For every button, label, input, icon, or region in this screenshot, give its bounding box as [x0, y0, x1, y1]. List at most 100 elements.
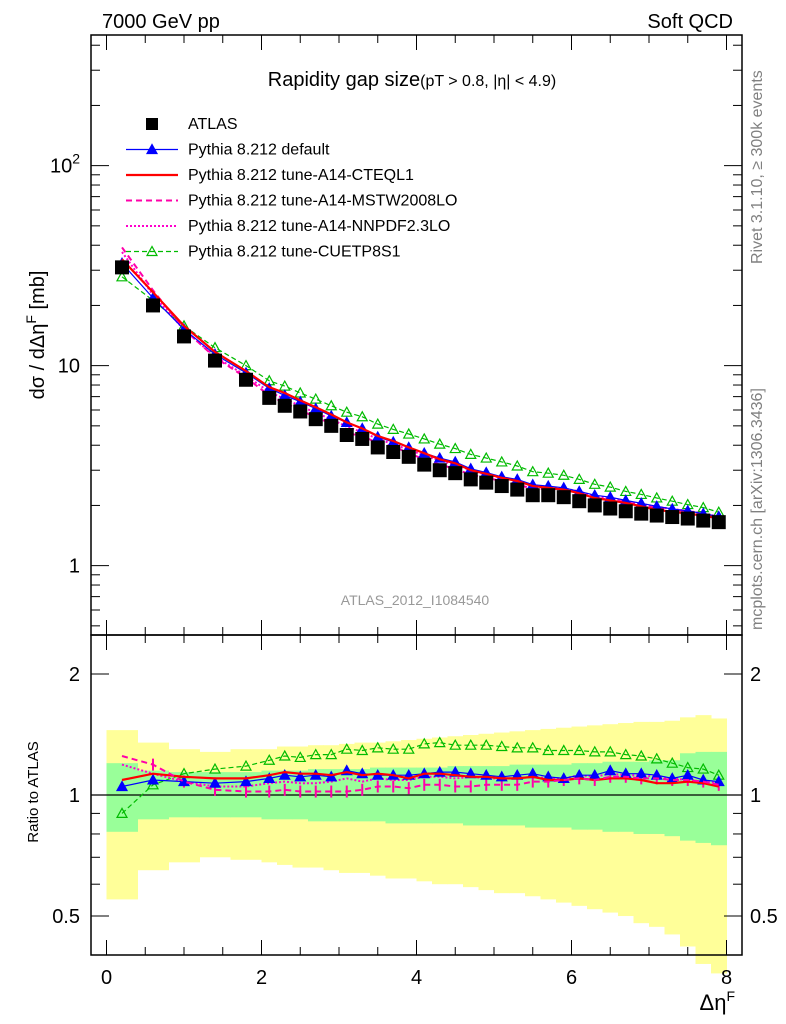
ratio-series-mag-dash: [121, 755, 720, 793]
ratio-point: [239, 759, 253, 771]
main-point: [510, 482, 525, 497]
main-point: [293, 404, 308, 419]
ratio-inner-band: [664, 760, 681, 837]
ratio-inner-band: [463, 766, 479, 826]
ratio-y-tick-label-right: 2: [750, 664, 761, 686]
legend-marker: [146, 118, 158, 130]
main-point: [115, 260, 129, 275]
ratio-axes: 0 2 4 6 8 0.5 0.5 1 1 2 2: [52, 635, 778, 989]
ratio-line-mag-dash: [121, 755, 720, 793]
main-series-square: [115, 260, 726, 530]
main-title: Rapidity gap size(pT > 0.8, |η| < 4.9): [268, 69, 556, 91]
main-line-mag-dash: [121, 246, 719, 519]
legend-entry: Pythia 8.212 tune-A14-MSTW2008LO: [126, 193, 457, 210]
ratio-series-red-solid: [121, 770, 720, 788]
main-point: [386, 445, 401, 460]
ratio-point: [115, 780, 129, 792]
main-y-label: dσ / dΔηF [mb]: [23, 271, 49, 400]
legend-entry: Pythia 8.212 tune-A14-CTEQL1: [126, 167, 414, 184]
legend-entry: Pythia 8.212 default: [126, 142, 330, 159]
legend-entry: ATLAS: [146, 116, 238, 133]
main-point: [239, 372, 253, 387]
main-point: [433, 437, 446, 449]
main-point: [542, 466, 555, 478]
ratio-y-tick-label-left: 2: [69, 664, 80, 686]
x-axis-label: ΔηF: [700, 988, 736, 1015]
ratio-inner-band: [711, 751, 727, 846]
main-point: [339, 428, 354, 442]
ratio-point: [208, 762, 222, 774]
main-point: [463, 472, 478, 487]
legend-marker: [145, 245, 159, 257]
main-point: [480, 451, 493, 463]
main-line-mag-dot: [121, 251, 719, 518]
ratio-series-blue-tri: [115, 764, 725, 792]
legend-label: ATLAS: [188, 116, 238, 133]
legend-label: Pythia 8.212 tune-A14-CTEQL1: [188, 167, 414, 184]
ratio-point: [146, 773, 160, 785]
main-point: [262, 390, 277, 405]
main-point: [495, 455, 508, 467]
main-point: [208, 353, 222, 368]
main-point: [525, 488, 540, 503]
main-y-tick-label: 1: [69, 556, 80, 578]
main-y-label-sup: F: [23, 315, 39, 324]
ratio-point: [309, 748, 322, 760]
main-title-text: Rapidity gap size: [268, 69, 420, 91]
main-point: [541, 488, 556, 503]
ratio-point: [542, 744, 555, 756]
ratio-point: [433, 736, 446, 748]
ratio-line-mag-dot: [121, 763, 719, 788]
main-title-cuts: (pT > 0.8, |η| < 4.9): [420, 73, 556, 90]
ratio-line-green-tri: [121, 741, 720, 814]
ratio-point: [464, 738, 477, 750]
ratio-point: [371, 741, 384, 753]
ratio-panel: 0 2 4 6 8 0.5 0.5 1 1 2 2 Ratio to ATLAS ΔηF: [25, 634, 778, 1015]
main-y-label-unit: [mb]: [27, 271, 49, 315]
ratio-point: [340, 742, 353, 754]
legend-label: Pythia 8.212 tune-A14-MSTW2008LO: [188, 193, 457, 210]
ratio-data: [115, 736, 725, 818]
ratio-point: [449, 738, 462, 750]
ratio-series-mag-dot: [121, 763, 719, 788]
main-point: [449, 442, 462, 454]
main-series-blue-tri: [115, 257, 725, 522]
main-point: [402, 427, 415, 439]
rivet-version: Rivet 3.1.10, ≥ 300k events: [749, 70, 766, 264]
ratio-bands: [91, 715, 742, 974]
main-point: [572, 494, 587, 509]
main-point: [387, 423, 400, 434]
ratio-point: [604, 764, 617, 776]
main-point: [557, 469, 570, 480]
main-point: [277, 398, 292, 413]
ratio-point: [263, 772, 276, 783]
main-point: [355, 431, 370, 446]
ratio-point: [650, 752, 663, 764]
ratio-point: [573, 744, 586, 756]
main-point: [401, 449, 416, 464]
ratio-point: [402, 742, 415, 754]
main-point: [309, 392, 322, 404]
legend-label: Pythia 8.212 tune-A14-NNPDF2.3LO: [188, 218, 450, 235]
main-point: [603, 501, 618, 516]
ratio-point: [557, 744, 570, 756]
ratio-inner-band: [106, 763, 138, 832]
main-point: [479, 475, 494, 490]
ratio-point: [294, 770, 307, 782]
main-data: [115, 246, 726, 530]
main-line-blue-tri: [121, 262, 719, 518]
ratio-point: [115, 807, 129, 818]
main-point: [618, 504, 633, 519]
main-line-red-solid: [121, 258, 720, 520]
main-point: [649, 508, 664, 523]
main-point: [308, 412, 323, 427]
main-point: [526, 465, 539, 477]
x-axis-label-sup: F: [726, 988, 735, 1004]
main-point: [371, 417, 384, 429]
main-point: [177, 329, 191, 344]
ratio-point: [588, 745, 601, 757]
ratio-x-tick-label: 6: [566, 967, 577, 989]
main-point: [680, 511, 695, 526]
main-panel: Rapidity gap size(pT > 0.8, |η| < 4.9) A…: [23, 34, 743, 636]
